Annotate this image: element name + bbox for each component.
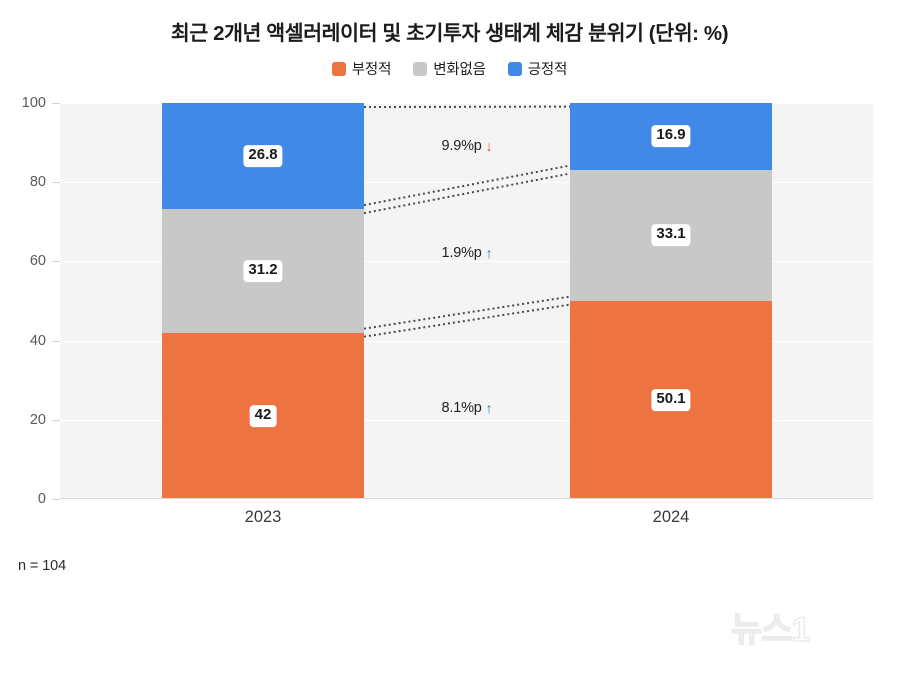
bar-value-label: 26.8	[243, 145, 283, 167]
bar-value-label: 50.1	[651, 388, 691, 411]
bar-segment-2023-변화없음[interactable]: 31.2	[162, 209, 364, 333]
legend-label-positive: 긍정적	[527, 62, 568, 78]
connector-line	[363, 164, 571, 207]
y-tick-label: 40	[29, 332, 46, 349]
bar-segment-2024-변화없음[interactable]: 33.1	[570, 169, 772, 301]
delta-value-label: 8.1%p	[441, 399, 482, 416]
y-tick-mark	[52, 499, 60, 500]
bar-value-label: 16.9	[651, 125, 691, 147]
y-tick-mark	[52, 103, 60, 104]
delta-positive: 9.9%p ↓	[442, 138, 493, 154]
bar-value-label: 31.2	[243, 260, 283, 282]
legend-item-negative[interactable]: 부정적	[331, 58, 392, 79]
y-tick-label: 60	[29, 253, 46, 270]
sample-size-footnote: n = 104	[18, 558, 67, 574]
delta-value-label: 9.9%p	[441, 138, 482, 155]
delta-neutral: 1.9%p ↑	[442, 245, 493, 261]
y-tick-label: 80	[29, 174, 46, 191]
plot-area: 42 31.2 26.8 50.1 33.1 16.9 9.9%p ↓ 1.9%p ↑ 8.1%p…	[60, 102, 873, 499]
legend-label-negative: 부정적	[351, 62, 392, 78]
chart-title: 최근 2개년 액셀러레이터 및 초기투자 생태계 체감 분위기 (단위: %)	[170, 22, 729, 45]
connector-line	[363, 295, 571, 330]
gridline	[60, 103, 873, 104]
bar-group-2023[interactable]: 42 31.2 26.8	[162, 103, 364, 499]
y-tick-mark	[52, 340, 60, 342]
x-axis-baseline	[60, 498, 873, 499]
x-tick-label-2024: 2024	[652, 508, 690, 526]
y-tick-mark	[52, 419, 60, 421]
connector-line	[363, 172, 571, 215]
x-tick-label-2023: 2023	[244, 508, 282, 526]
arrow-up-icon: ↑	[485, 244, 493, 261]
legend-item-nochange[interactable]: 변화없음	[413, 58, 486, 79]
legend-label-nochange: 변화없음	[433, 62, 486, 78]
bar-value-label: 33.1	[651, 224, 691, 246]
y-tick-mark	[52, 182, 60, 184]
gridline	[60, 340, 873, 342]
connector-line	[363, 303, 571, 338]
bar-segment-2023-긍정적[interactable]: 26.8	[162, 103, 364, 210]
delta-value-label: 1.9%p	[441, 244, 482, 261]
y-tick-label: 20	[29, 411, 46, 428]
y-tick-label: 100	[21, 95, 46, 111]
arrow-up-icon: ↑	[485, 399, 493, 416]
bar-group-2024[interactable]: 50.1 33.1 16.9	[570, 102, 772, 499]
legend-swatch-icon-negative	[331, 61, 346, 76]
news1-watermark: 뉴스1	[730, 604, 871, 656]
delta-negative: 8.1%p ↑	[442, 400, 493, 416]
bar-segment-2024-부정적[interactable]: 50.1	[570, 300, 772, 499]
watermark-text: 뉴스1	[730, 610, 811, 650]
y-tick-mark	[52, 261, 60, 263]
gridline	[60, 419, 873, 421]
bar-segment-2024-긍정적[interactable]: 16.9	[570, 102, 772, 170]
bar-value-label: 42	[249, 404, 277, 427]
gridline	[60, 261, 873, 263]
bar-segment-2023-부정적[interactable]: 42	[162, 332, 364, 499]
legend-swatch-icon-nochange	[413, 61, 428, 76]
y-tick-label: 0	[37, 491, 46, 507]
chart-legend: 부정적 변화없음 긍정적	[0, 58, 899, 79]
legend-swatch-icon-positive	[507, 61, 522, 76]
arrow-down-icon: ↓	[485, 138, 493, 155]
legend-item-positive[interactable]: 긍정적	[507, 58, 568, 79]
